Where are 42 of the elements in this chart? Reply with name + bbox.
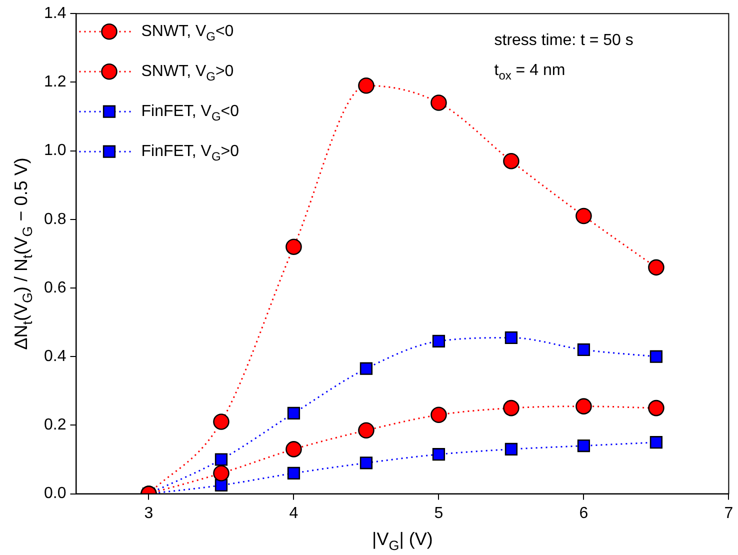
y-tick-label: 0.2 bbox=[44, 416, 66, 434]
point bbox=[287, 406, 300, 420]
y-tick-label: 0.0 bbox=[44, 485, 66, 502]
point bbox=[576, 208, 592, 224]
point bbox=[287, 466, 300, 480]
point bbox=[432, 448, 446, 461]
point bbox=[504, 442, 518, 456]
point bbox=[360, 362, 373, 375]
point bbox=[432, 334, 446, 348]
annotation: stress time: t = 50 s bbox=[494, 32, 634, 50]
point bbox=[430, 406, 447, 424]
x-tick-label: 7 bbox=[724, 504, 734, 522]
point bbox=[577, 439, 590, 452]
y-tick-label: 1.4 bbox=[44, 5, 66, 22]
point bbox=[648, 259, 664, 276]
x-tick-label: 6 bbox=[579, 504, 588, 522]
point bbox=[213, 465, 230, 482]
point bbox=[360, 456, 373, 470]
point bbox=[650, 436, 663, 449]
y-tick-label: 1.2 bbox=[44, 74, 66, 91]
point bbox=[650, 350, 663, 363]
point bbox=[576, 398, 592, 414]
point bbox=[503, 400, 520, 416]
y-tick-label: 0.6 bbox=[44, 279, 66, 296]
point bbox=[430, 94, 447, 111]
x-tick-label: 5 bbox=[434, 504, 444, 522]
text: ΔNt(VG) / Nt(VG − 0.5 V) bbox=[10, 158, 36, 350]
x-tick-label: 3 bbox=[144, 504, 154, 522]
point bbox=[577, 343, 590, 356]
point bbox=[648, 400, 664, 416]
point bbox=[503, 152, 520, 170]
point bbox=[358, 422, 374, 438]
point bbox=[214, 453, 228, 466]
x-tick-label: 4 bbox=[289, 504, 298, 522]
point bbox=[286, 238, 302, 255]
y-tick-label: 0.8 bbox=[44, 210, 66, 228]
point bbox=[213, 414, 230, 430]
point bbox=[358, 77, 374, 94]
point bbox=[286, 441, 302, 458]
point bbox=[504, 331, 518, 344]
y-tick-label: 1.0 bbox=[44, 142, 66, 160]
y-tick-label: 0.4 bbox=[44, 348, 66, 366]
